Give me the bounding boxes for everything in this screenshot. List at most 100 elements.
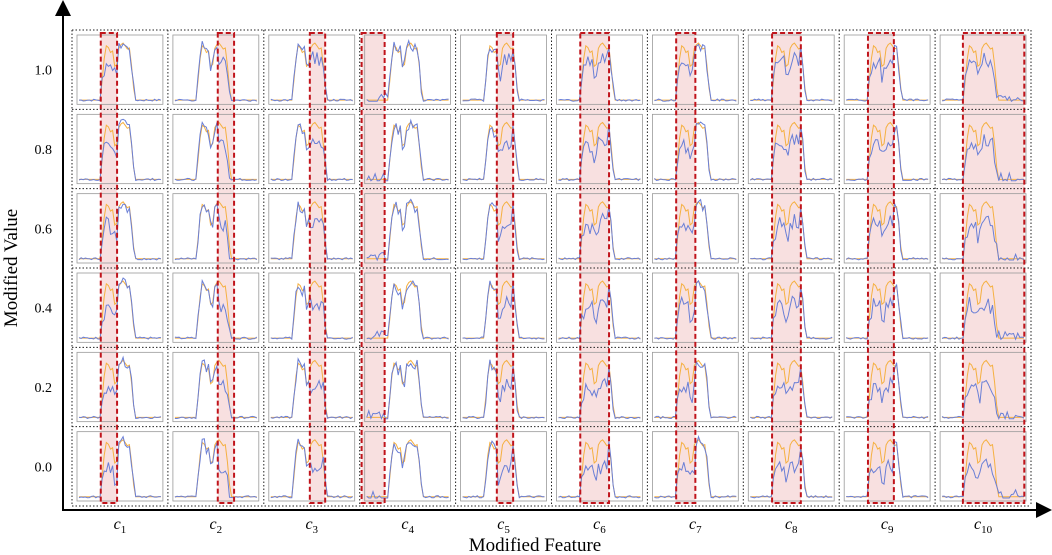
series-line-modified — [558, 285, 641, 340]
series-line-modified — [78, 355, 162, 420]
series-line-modified — [846, 125, 929, 182]
subplot-frame — [172, 272, 260, 343]
series-line-original — [174, 280, 257, 339]
subplot-frame — [843, 34, 931, 105]
subplot-frame — [939, 351, 1027, 423]
series-line-modified — [558, 206, 641, 261]
subplot-frame — [652, 272, 739, 343]
y-tick-label: 0.6 — [35, 222, 53, 237]
x-tick-label: c3 — [305, 516, 318, 536]
series-line-modified — [845, 203, 929, 261]
subplot-frame — [364, 34, 452, 105]
subplot-frame — [460, 34, 547, 105]
series-line-original — [846, 359, 929, 418]
x-tick-label: c6 — [593, 516, 606, 536]
series-line-modified — [941, 134, 1025, 182]
subplot-frame — [460, 351, 547, 423]
subplot-frame — [843, 351, 931, 423]
series-line-modified — [942, 52, 1025, 103]
x-tick-labels: c1 c2 c3 c4 c5 c6 c7 c8 c9 c10 — [114, 516, 993, 536]
x-tick-label: c9 — [881, 516, 894, 536]
series-line-modified — [462, 201, 545, 261]
subplot-frame — [268, 431, 356, 502]
series-line-original — [79, 121, 161, 180]
subplot-frame — [268, 34, 356, 105]
subplot-frame — [172, 113, 260, 185]
series-line-modified — [654, 360, 737, 420]
series-line-modified — [846, 362, 929, 420]
series-line-modified — [174, 41, 258, 102]
plot-area — [71, 29, 1032, 507]
subplot-frame — [652, 193, 739, 264]
x-tick-label: c1 — [114, 516, 127, 536]
series-line-modified — [750, 208, 833, 261]
subplot-frame — [76, 34, 164, 105]
subplot-frame — [843, 272, 931, 343]
subplot-frame — [76, 272, 164, 343]
series-line-modified — [366, 359, 449, 421]
series-line-original — [558, 121, 641, 180]
series-line-modified — [78, 43, 162, 102]
series-line-modified — [174, 202, 258, 261]
subplot-frame — [76, 193, 164, 264]
subplot-frame — [172, 351, 260, 423]
series-line-original — [174, 42, 257, 101]
subplot-frame — [268, 113, 356, 185]
series-line-modified — [270, 201, 353, 261]
series-line-original — [558, 280, 641, 339]
subplot-frame — [460, 272, 547, 343]
subplot-frame — [460, 193, 547, 264]
series-line-modified — [366, 279, 449, 340]
subplot-frame — [939, 34, 1027, 105]
highlight-border — [675, 32, 697, 504]
series-line-modified — [941, 297, 1025, 341]
series-line-modified — [366, 118, 449, 182]
series-line-modified — [942, 458, 1025, 499]
series-line-modified — [174, 120, 257, 182]
series-line-modified — [846, 441, 929, 499]
y-tick-label: 0.2 — [35, 381, 53, 396]
y-tick-labels: 1.0 0.8 0.6 0.4 0.2 0.0 — [35, 64, 53, 476]
y-tick-label: 0.4 — [35, 302, 53, 317]
y-tick-label: 1.0 — [35, 64, 53, 79]
series-line-modified — [750, 45, 833, 102]
series-line-modified — [270, 285, 353, 341]
series-line-original — [750, 280, 833, 339]
x-axis-label: Modified Feature — [469, 535, 601, 555]
subplot-frame — [843, 431, 931, 502]
series-line-modified — [78, 203, 162, 261]
series-line-original — [79, 42, 161, 101]
x-tick-label: c2 — [210, 516, 223, 536]
series-line-modified — [462, 280, 545, 340]
series-line-modified — [654, 435, 737, 499]
series-line-original — [79, 201, 161, 260]
subplot-frame — [460, 431, 547, 502]
subplot-frame — [652, 113, 739, 185]
subplot-frame — [364, 431, 452, 502]
subplot-frame — [172, 431, 260, 502]
subplot-frame — [76, 431, 164, 502]
series-line-modified — [78, 118, 161, 182]
highlight-band — [217, 32, 235, 504]
subplot-frame — [556, 193, 643, 264]
series-line-modified — [846, 284, 929, 340]
series-line-modified — [174, 438, 258, 499]
subplot-frame — [268, 351, 356, 423]
series-line-modified — [270, 357, 353, 420]
series-line-original — [79, 439, 161, 498]
series-line-original — [79, 280, 161, 339]
series-line-modified — [750, 287, 833, 340]
x-tick-label: c8 — [785, 516, 798, 536]
y-axis-label: Modified Value — [1, 209, 22, 327]
series-line-modified — [462, 48, 545, 103]
subplot-frame — [843, 113, 931, 185]
x-tick-label: c5 — [497, 516, 510, 536]
series-line-modified — [749, 126, 833, 182]
subplot-frame — [556, 34, 643, 105]
series-line-modified — [750, 448, 833, 499]
subplot-frame — [747, 34, 835, 105]
series-line-original — [174, 439, 257, 498]
series-line-modified — [558, 441, 641, 499]
series-line-modified — [750, 367, 833, 420]
